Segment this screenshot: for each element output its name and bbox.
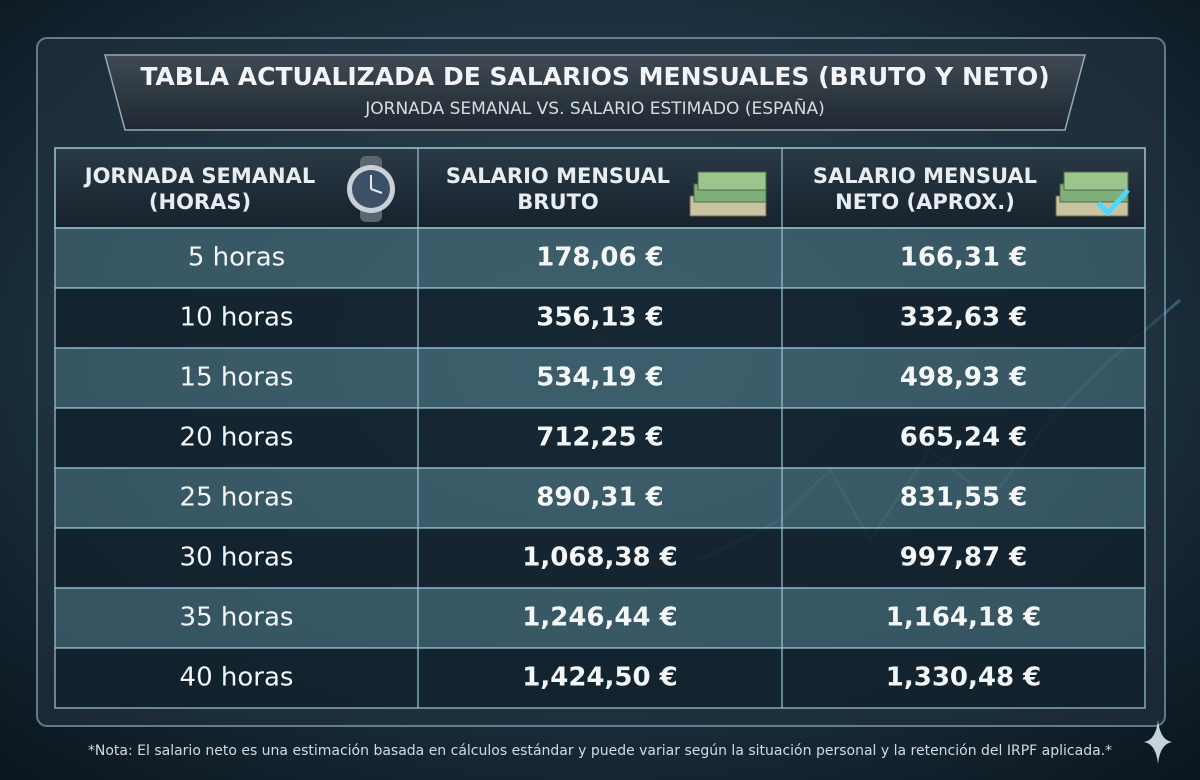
column-header: (HORAS) — [149, 190, 251, 214]
column-header: JORNADA SEMANAL — [83, 164, 316, 188]
hours-cell: 40 horas — [180, 663, 294, 693]
salary-cell: 1,246,44 € — [522, 603, 677, 633]
hours-cell: 15 horas — [180, 363, 294, 393]
table-row — [54, 407, 1146, 469]
table-row — [54, 347, 1146, 409]
table: JORNADA SEMANAL(HORAS)SALARIO MENSUALBRU… — [54, 147, 1146, 709]
subtitle: JORNADA SEMANAL VS. SALARIO ESTIMADO (ES… — [364, 97, 825, 119]
title-banner — [104, 54, 1086, 131]
hours-cell: 30 horas — [180, 543, 294, 573]
hours-cell: 25 horas — [180, 483, 294, 513]
hours-cell: 10 horas — [180, 303, 294, 333]
table-row — [54, 467, 1146, 529]
table-row — [54, 287, 1146, 349]
column-header: NETO (APROX.) — [835, 190, 1015, 214]
salary-cell: 831,55 € — [900, 483, 1027, 513]
hours-cell: 20 horas — [180, 423, 294, 453]
money-icon — [689, 171, 767, 217]
footnote: *Nota: El salario neto es una estimación… — [88, 743, 1112, 759]
title: TABLA ACTUALIZADA DE SALARIOS MENSUALES … — [140, 62, 1049, 91]
column-header: SALARIO MENSUAL — [813, 164, 1037, 188]
salary-cell: 1,068,38 € — [522, 543, 677, 573]
salary-cell: 997,87 € — [900, 543, 1027, 573]
salary-cell: 356,13 € — [536, 303, 663, 333]
salary-cell: 534,19 € — [536, 363, 663, 393]
salary-cell: 498,93 € — [900, 363, 1027, 393]
column-header: SALARIO MENSUAL — [446, 164, 670, 188]
hours-cell: 5 horas — [188, 243, 285, 273]
table-row — [54, 647, 1146, 709]
table-row — [54, 527, 1146, 589]
column-header: BRUTO — [517, 190, 598, 214]
hours-cell: 35 horas — [180, 603, 294, 633]
sparkle — [1144, 720, 1172, 764]
salary-cell: 1,330,48 € — [886, 663, 1041, 693]
salary-cell: 332,63 € — [900, 303, 1027, 333]
money-check-icon — [1055, 171, 1130, 217]
salary-cell: 1,164,18 € — [886, 603, 1041, 633]
salary-cell: 890,31 € — [536, 483, 663, 513]
table-row — [54, 587, 1146, 649]
header-row — [54, 147, 1146, 229]
salary-cell: 178,06 € — [536, 243, 663, 273]
watch-icon — [347, 156, 395, 222]
salary-cell: 166,31 € — [900, 243, 1027, 273]
salary-cell: 712,25 € — [536, 423, 663, 453]
salary-cell: 1,424,50 € — [522, 663, 677, 693]
salary-cell: 665,24 € — [900, 423, 1027, 453]
